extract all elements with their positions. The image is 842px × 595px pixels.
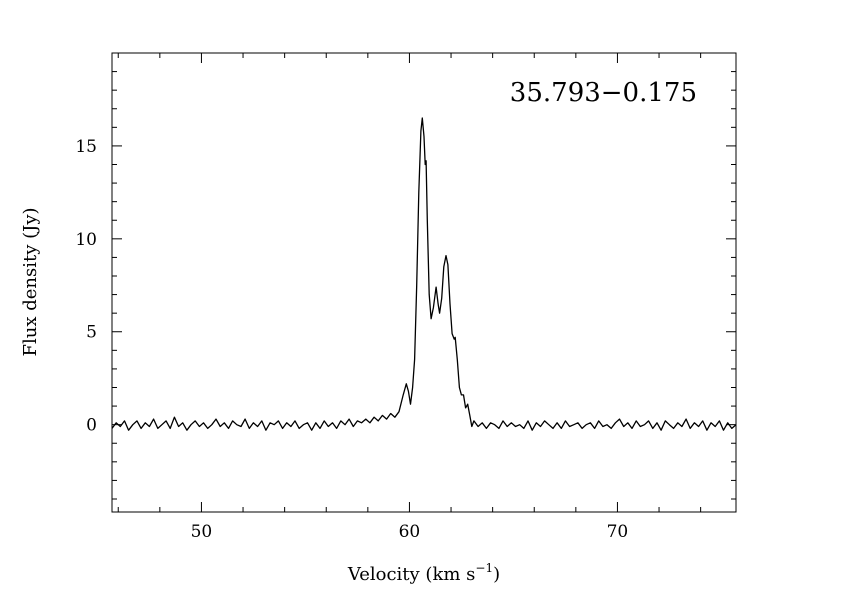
x-axis-label: Velocity (km s−1) bbox=[347, 561, 500, 585]
y-axis-label: Flux density (Jy) bbox=[20, 207, 41, 356]
x-tick-label: 70 bbox=[607, 522, 629, 542]
plot-frame bbox=[111, 52, 737, 513]
x-tick-label: 50 bbox=[191, 522, 213, 542]
axis-ticks bbox=[112, 52, 736, 512]
tick-labels: 50 60 70 0 5 10 15 bbox=[75, 137, 628, 542]
y-tick-label: 10 bbox=[75, 230, 97, 250]
y-tick-label: 15 bbox=[75, 137, 97, 157]
source-label: 35.793−0.175 bbox=[510, 78, 697, 108]
x-tick-label: 60 bbox=[399, 522, 421, 542]
y-tick-label: 5 bbox=[86, 323, 97, 343]
spectrum-line bbox=[111, 117, 737, 431]
y-tick-label: 0 bbox=[86, 416, 97, 436]
